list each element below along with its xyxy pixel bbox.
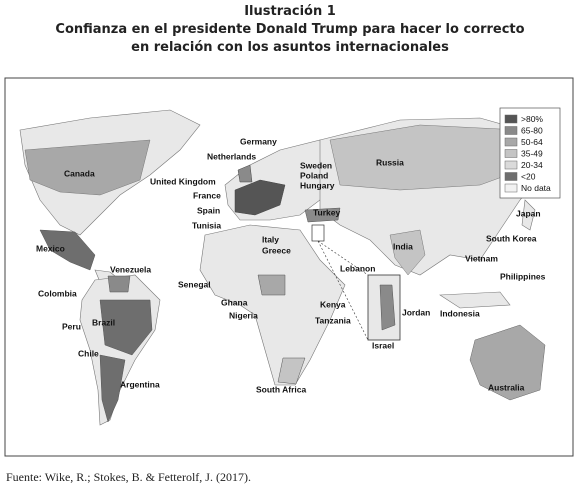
legend-label: <20 xyxy=(521,171,536,181)
legend-label: 50-64 xyxy=(521,137,543,147)
inset-leader xyxy=(317,240,369,341)
country-label: India xyxy=(393,241,413,251)
country-shape xyxy=(99,354,126,423)
country-label: Greece xyxy=(262,245,291,255)
country-label: Vietnam xyxy=(465,253,498,263)
country-label: Italy xyxy=(262,234,279,244)
country-shape xyxy=(234,179,286,216)
legend-label: 65-80 xyxy=(521,125,543,135)
legend-label: 20-34 xyxy=(521,160,543,170)
country-label: Argentina xyxy=(120,379,160,389)
land xyxy=(521,199,536,231)
country-label: Sweden xyxy=(300,160,332,170)
country-label: Jordan xyxy=(402,307,430,317)
country-label: Philippines xyxy=(500,271,546,281)
figure-label: Ilustración 1 xyxy=(244,4,336,19)
country-label: Senegal xyxy=(178,279,211,289)
country-label: Brazil xyxy=(92,317,115,327)
country-shape xyxy=(469,324,546,401)
country-label: Venezuela xyxy=(110,264,151,274)
legend-swatch xyxy=(504,126,518,135)
country-shape xyxy=(379,284,396,331)
country-label: Canada xyxy=(64,168,95,178)
country-label: Chile xyxy=(78,348,99,358)
country-shape xyxy=(107,275,131,293)
legend-swatch xyxy=(504,114,518,124)
country-shape xyxy=(389,229,426,276)
figure-title: en relación con los asuntos internaciona… xyxy=(131,40,449,55)
legend-label: 35-49 xyxy=(521,148,543,158)
legend-swatch xyxy=(504,160,518,170)
country-shape xyxy=(257,274,286,296)
country-label: Hungary xyxy=(300,180,335,190)
country-label: South Africa xyxy=(256,384,306,394)
country-label: Colombia xyxy=(38,288,77,298)
country-label: Ghana xyxy=(221,297,248,307)
country-label: Kenya xyxy=(320,299,346,309)
legend-label: >80% xyxy=(521,114,543,124)
figure-title: Confianza en el presidente Donald Trump … xyxy=(55,22,525,37)
land xyxy=(439,291,511,309)
legend-swatch xyxy=(504,172,518,181)
land xyxy=(199,224,346,386)
country-label: France xyxy=(193,190,221,200)
country-shape xyxy=(24,139,151,196)
source-note: Fuente: Wike, R.; Stokes, B. & Fetterolf… xyxy=(6,470,251,484)
country-shape xyxy=(99,299,153,356)
country-label: United Kingdom xyxy=(150,176,216,186)
country-label: Germany xyxy=(240,136,277,146)
country-label: Indonesia xyxy=(440,308,480,318)
country-label: Tunisia xyxy=(192,220,221,230)
country-label: Tanzania xyxy=(315,315,351,325)
country-label: Lebanon xyxy=(340,263,375,273)
country-shape xyxy=(237,164,253,183)
country-label: Poland xyxy=(300,170,328,180)
country-label: Russia xyxy=(376,157,404,167)
country-label: Spain xyxy=(197,205,220,215)
country-label: Japan xyxy=(516,208,541,218)
legend-label: No data xyxy=(521,183,551,193)
country-label: Mexico xyxy=(36,243,65,253)
country-label: Peru xyxy=(62,321,81,331)
country-shape xyxy=(304,207,341,223)
country-shape xyxy=(39,229,96,271)
country-label: Netherlands xyxy=(207,151,256,161)
legend-swatch xyxy=(504,137,518,147)
country-shape xyxy=(277,357,306,385)
country-label: Israel xyxy=(372,340,394,350)
country-label: Turkey xyxy=(313,207,341,217)
legend-swatch xyxy=(504,149,518,158)
legend-swatch xyxy=(504,183,518,193)
country-label: Nigeria xyxy=(229,310,258,320)
country-label: Australia xyxy=(488,382,525,392)
country-label: South Korea xyxy=(486,233,537,243)
